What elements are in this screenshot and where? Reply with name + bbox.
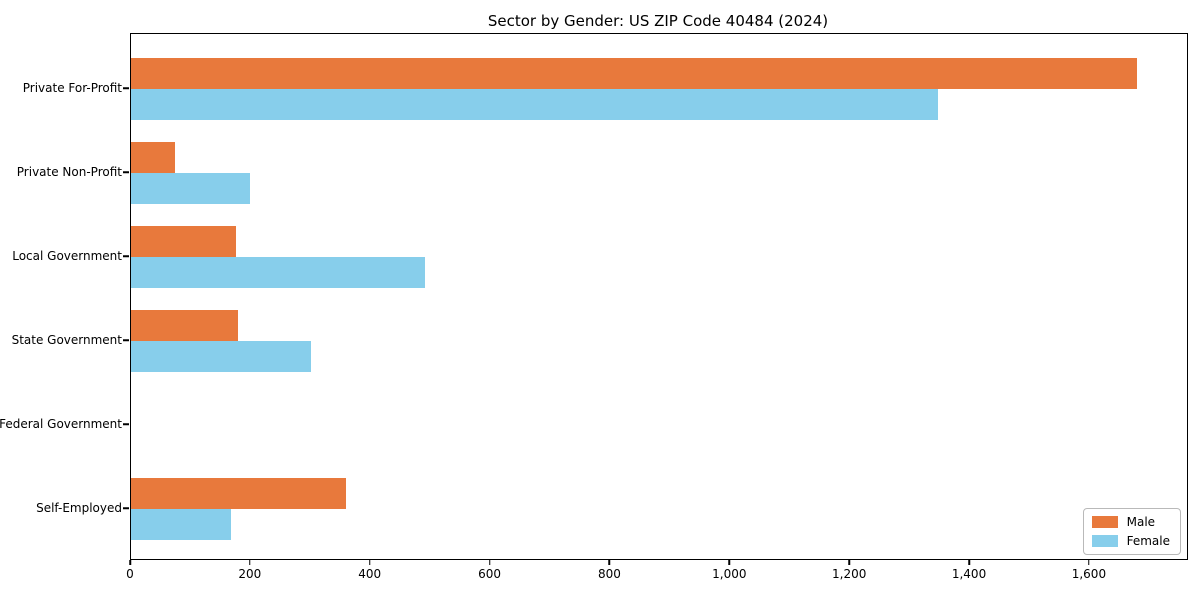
y-axis-tick bbox=[122, 255, 129, 257]
x-axis-tick-label: 200 bbox=[238, 567, 262, 581]
bar-male-local-government bbox=[131, 226, 236, 257]
x-axis-tick-label: 1,000 bbox=[712, 567, 747, 581]
y-axis-label-self-employed: Self-Employed bbox=[36, 501, 122, 515]
bar-male-self-employed bbox=[131, 478, 346, 509]
x-axis-tick bbox=[368, 559, 371, 565]
x-axis-tick bbox=[728, 559, 731, 565]
bar-male-private-non-profit bbox=[131, 142, 175, 173]
y-axis-label-private-for-profit: Private For-Profit bbox=[22, 81, 122, 95]
x-axis-tick bbox=[968, 559, 970, 565]
plot-area: Male Female bbox=[130, 33, 1188, 560]
y-axis-label-private-non-profit: Private Non-Profit bbox=[16, 165, 122, 179]
bar-female-local-government bbox=[131, 257, 425, 288]
y-axis-label-state-government: State Government bbox=[11, 333, 122, 347]
legend: Male Female bbox=[1082, 508, 1181, 555]
legend-label-male: Male bbox=[1126, 515, 1156, 529]
bar-female-self-employed bbox=[131, 509, 231, 540]
x-axis-tick bbox=[848, 559, 850, 565]
y-axis-tick bbox=[122, 507, 129, 509]
y-axis-label-federal-government: Federal Government bbox=[0, 417, 122, 431]
bar-female-private-non-profit bbox=[131, 173, 250, 204]
x-axis-tick-label: 0 bbox=[126, 567, 134, 581]
x-axis-tick-label: 1,200 bbox=[831, 567, 867, 581]
legend-label-female: Female bbox=[1126, 534, 1170, 548]
x-axis-tick-label: 800 bbox=[598, 567, 621, 581]
x-axis-tick-label: 600 bbox=[478, 567, 502, 581]
x-axis-tick bbox=[608, 559, 611, 565]
y-axis-tick bbox=[122, 87, 129, 89]
x-axis-tick bbox=[488, 559, 491, 565]
legend-entry-male: Male bbox=[1091, 515, 1170, 529]
bar-male-state-government bbox=[131, 310, 238, 341]
chart-title: Sector by Gender: US ZIP Code 40484 (202… bbox=[487, 12, 829, 30]
bar-female-state-government bbox=[131, 341, 311, 372]
y-axis-tick bbox=[122, 339, 129, 341]
bar-female-private-for-profit bbox=[131, 89, 939, 120]
y-axis-tick bbox=[122, 171, 129, 173]
female-series-swatch bbox=[1091, 535, 1118, 547]
legend-entry-female: Female bbox=[1091, 534, 1170, 548]
y-axis-tick bbox=[122, 423, 129, 425]
x-axis-tick bbox=[249, 559, 251, 565]
x-axis-tick bbox=[1088, 559, 1090, 565]
x-axis-tick-label: 1,400 bbox=[951, 567, 987, 581]
x-axis-tick-label: 1,600 bbox=[1071, 567, 1107, 581]
y-axis-label-local-government: Local Government bbox=[12, 249, 122, 263]
x-axis-tick bbox=[129, 559, 131, 565]
x-axis-tick-label: 400 bbox=[358, 567, 382, 581]
male-series-swatch bbox=[1091, 516, 1118, 528]
bar-male-private-for-profit bbox=[131, 58, 1137, 89]
